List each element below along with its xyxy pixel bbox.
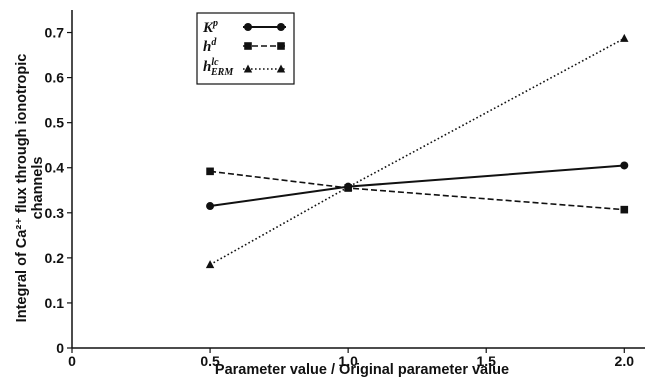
- data-point: [205, 260, 215, 269]
- series-2: [205, 33, 629, 269]
- y-tick-label: 0.5: [45, 115, 65, 131]
- legend-name-base: h: [203, 59, 211, 75]
- data-point: [620, 33, 629, 42]
- data-point: [206, 202, 215, 211]
- series-1: [206, 167, 629, 214]
- x-tick-label: 0: [68, 353, 76, 369]
- x-axis-title: Parameter value / Original parameter val…: [215, 362, 509, 378]
- legend-marker: [244, 42, 252, 50]
- legend-marker: [277, 23, 285, 31]
- axes: [71, 10, 645, 349]
- legend-name-sup: lc: [211, 57, 219, 68]
- series-line: [209, 37, 625, 266]
- y-tick-label: 0.3: [45, 205, 65, 221]
- data-point: [343, 182, 353, 191]
- legend-entry-label: Kp: [202, 18, 218, 36]
- legend-name-base: h: [203, 39, 211, 55]
- x-tick-label: 1.0: [338, 353, 358, 369]
- ticks: 0 0.5 1.0 1.5 2.0 0 0.1 0.2 0.3 0.4 0.5 0.6 0.7: [45, 25, 635, 369]
- y-tick-label: 0.6: [45, 70, 65, 86]
- y-axis-title-line-2: channels: [30, 157, 46, 220]
- x-tick-label: 2.0: [615, 353, 635, 369]
- series-line: [209, 164, 625, 208]
- data-point: [620, 205, 629, 214]
- legend-marker: [243, 64, 253, 73]
- series: [205, 33, 629, 269]
- legend-entry-label: hlc ERM: [203, 57, 234, 78]
- legend-name-sup: d: [211, 37, 217, 48]
- legend-marker: [244, 23, 252, 31]
- y-axis-title: Integral of Ca²⁺ flux through ionotropic…: [14, 54, 46, 323]
- legend-name-base: K: [202, 20, 214, 36]
- y-tick-label: 0.4: [45, 160, 65, 176]
- series-line: [209, 170, 625, 211]
- legend-marker: [277, 42, 285, 50]
- y-axis-title-line-1: Integral of Ca²⁺ flux through ionotropic: [14, 54, 30, 323]
- legend-marker: [276, 64, 286, 73]
- legend-name-sub: ERM: [210, 67, 234, 78]
- data-point: [620, 161, 629, 170]
- x-tick-label: 1.5: [476, 353, 496, 369]
- y-tick-label: 0: [56, 340, 64, 356]
- legend-name-sup: p: [212, 18, 218, 29]
- x-tick-label: 0.5: [200, 353, 220, 369]
- series-0: [206, 161, 629, 211]
- y-tick-label: 0.1: [45, 295, 65, 311]
- y-tick-label: 0.2: [45, 250, 65, 266]
- legend-entry-label: hd: [203, 37, 217, 55]
- y-tick-label: 0.7: [45, 25, 65, 41]
- data-point: [206, 167, 214, 176]
